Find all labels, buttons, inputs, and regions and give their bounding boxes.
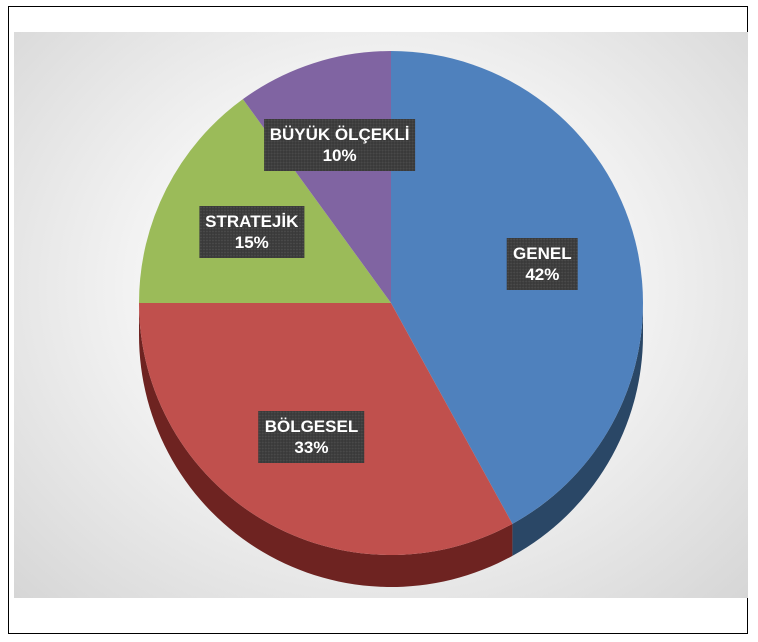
data-label-category: GENEL xyxy=(513,244,572,264)
data-label-1: BÖLGESEL 33% xyxy=(258,411,365,464)
data-label-percent: 33% xyxy=(294,438,329,458)
data-label-category: BÜYÜK ÖLÇEKLİ xyxy=(269,124,410,144)
data-label-percent: 10% xyxy=(322,145,357,165)
data-label-0: GENEL 42% xyxy=(507,238,578,291)
pie-side-1 xyxy=(139,303,513,588)
data-label-category: STRATEJİK xyxy=(205,212,299,232)
data-label-percent: 15% xyxy=(234,233,269,253)
data-label-2: STRATEJİK 15% xyxy=(199,206,305,259)
data-label-3: BÜYÜK ÖLÇEKLİ 10% xyxy=(263,118,416,171)
pie-side-0 xyxy=(512,303,643,556)
data-label-category: BÖLGESEL xyxy=(264,417,359,437)
data-label-percent: 42% xyxy=(525,265,560,285)
pie-slice-3 xyxy=(242,51,391,303)
